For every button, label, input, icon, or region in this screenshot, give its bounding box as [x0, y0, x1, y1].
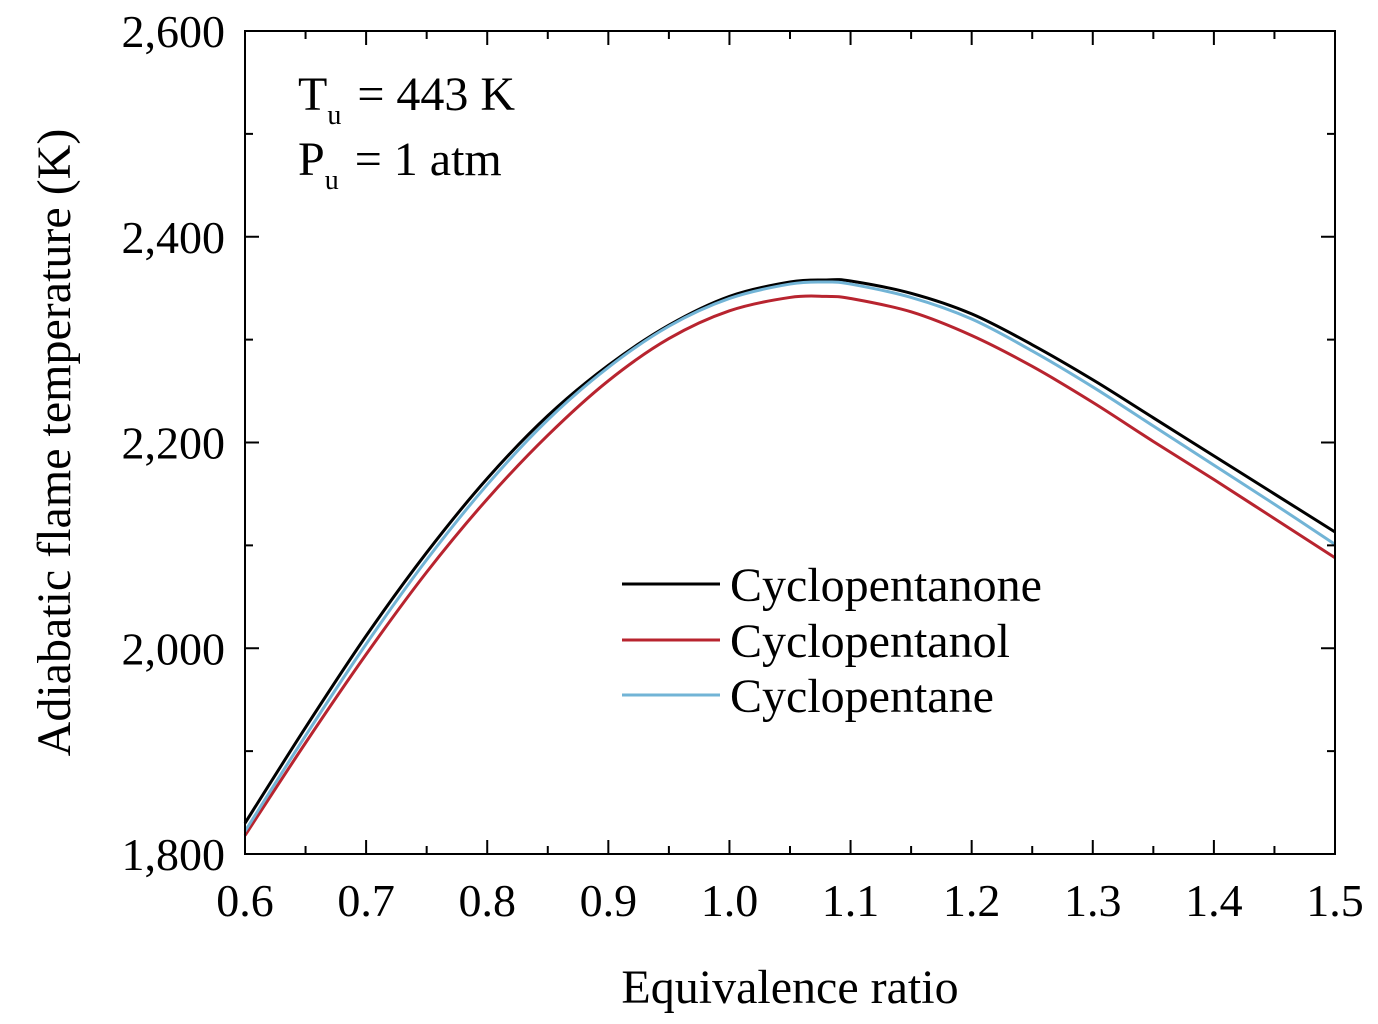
y-axis-title: Adiabatic flame temperature (K)	[28, 129, 81, 757]
y-axis-ticks: 1,800 2,000 2,200 2,400 2,600	[122, 6, 1335, 880]
x-tick-label: 0.6	[216, 875, 274, 926]
x-tick-label: 1.1	[822, 875, 880, 926]
x-axis-title: Equivalence ratio	[621, 961, 958, 1014]
legend-label-cyclopentanol: Cyclopentanol	[730, 615, 1010, 668]
condition-annotations: Tu = 443 KPu = 1 atm	[298, 68, 515, 196]
legend-label-cyclopentanone: Cyclopentanone	[730, 559, 1042, 612]
y-tick-label: 2,200	[122, 418, 226, 469]
y-tick-label: 2,400	[122, 212, 226, 263]
x-tick-label: 0.7	[337, 875, 395, 926]
x-tick-label: 0.8	[458, 875, 516, 926]
plot-lines	[243, 278, 1336, 837]
x-tick-label: 0.9	[580, 875, 638, 926]
x-tick-label: 1.4	[1185, 875, 1243, 926]
x-tick-label: 1.0	[701, 875, 759, 926]
x-tick-label: 1.2	[943, 875, 1001, 926]
y-tick-label: 1,800	[122, 829, 226, 880]
condition-annotation: Pu = 1 atm	[298, 133, 502, 196]
x-tick-label: 1.3	[1064, 875, 1122, 926]
y-tick-label: 2,000	[122, 623, 226, 674]
x-axis-ticks: 0.6 0.7 0.8 0.9 1.0 1.1 1.2 1.3 1.4 1.5	[216, 31, 1364, 926]
legend-label-cyclopentane: Cyclopentane	[730, 670, 994, 723]
series-line-cyclopentanone	[243, 278, 1336, 824]
x-tick-label: 1.5	[1306, 875, 1364, 926]
y-tick-label: 2,600	[122, 6, 226, 57]
series-line-cyclopentanol	[243, 294, 1336, 837]
condition-annotation: Tu = 443 K	[298, 68, 515, 131]
series-line-cyclopentane	[243, 280, 1336, 833]
